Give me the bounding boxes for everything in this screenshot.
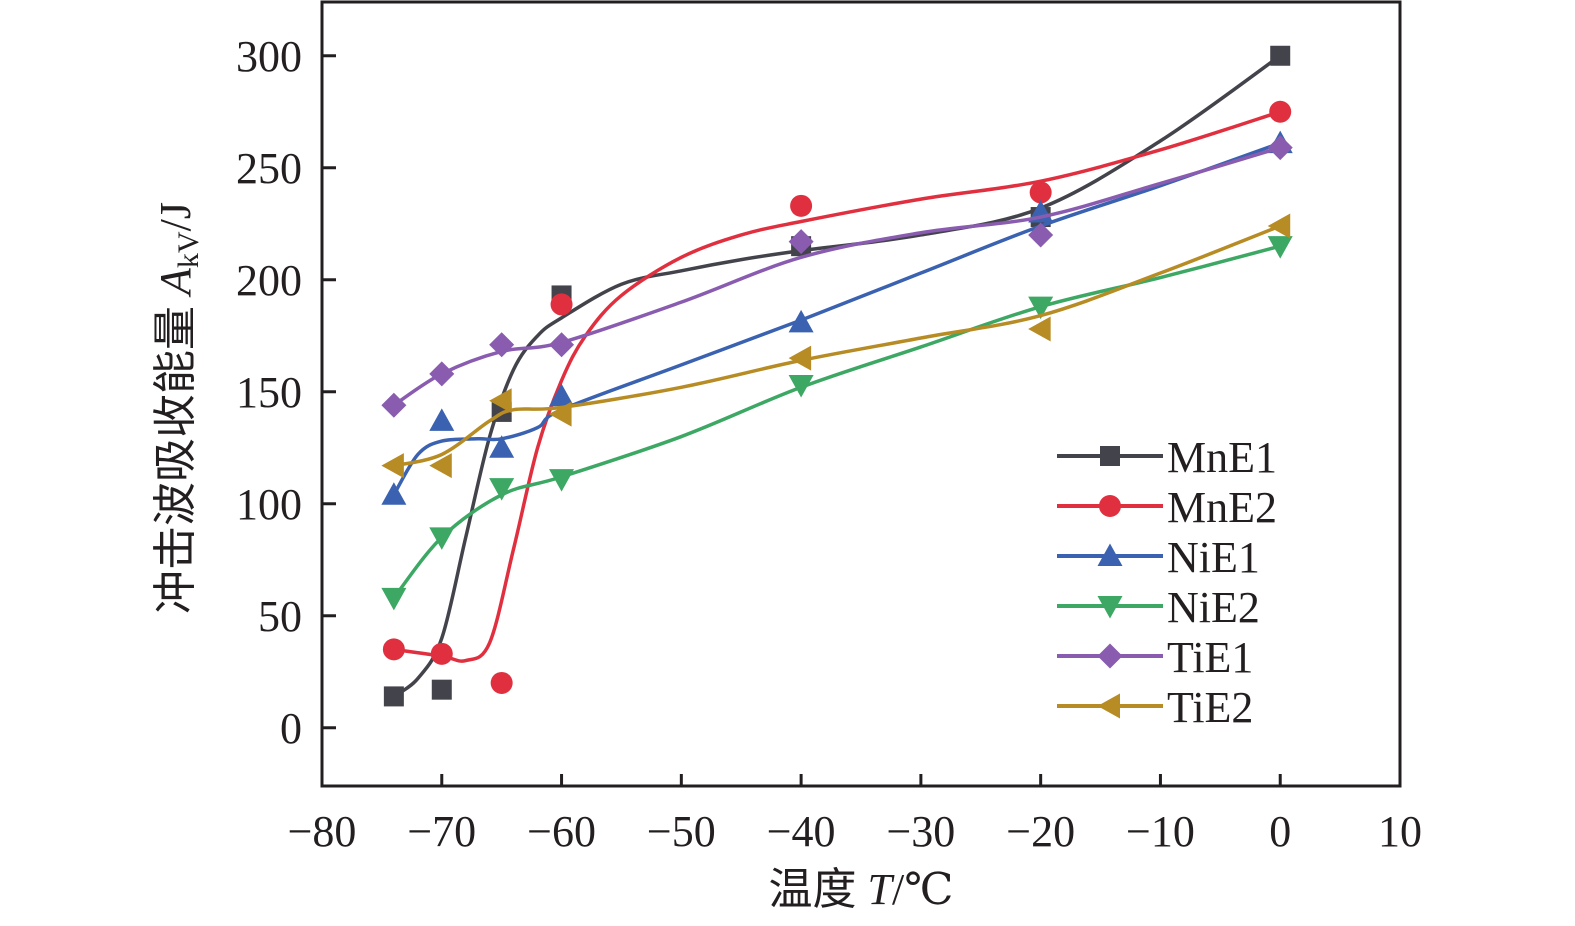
data-point-tie2 bbox=[1028, 316, 1051, 342]
data-point-tie2 bbox=[788, 345, 812, 371]
data-point-mne2 bbox=[490, 671, 513, 694]
legend-label: MnE2 bbox=[1167, 483, 1277, 532]
data-point-tie2 bbox=[381, 453, 404, 479]
data-point-tie1 bbox=[489, 332, 515, 358]
x-tick-label: −70 bbox=[407, 807, 476, 856]
legend-item-nie1: NiE1 bbox=[1057, 533, 1260, 582]
data-point-mne1 bbox=[431, 679, 452, 700]
legend-label: TiE2 bbox=[1167, 683, 1253, 732]
series-line-nie1 bbox=[392, 141, 1281, 496]
data-point-nie1 bbox=[549, 383, 575, 407]
x-tick-label: −40 bbox=[767, 807, 836, 856]
data-point-tie1 bbox=[1028, 222, 1054, 248]
data-point-nie2 bbox=[549, 469, 575, 492]
x-tick-label: 10 bbox=[1378, 807, 1422, 856]
ticks-layer: −80 −70 −60 −50 −40 −30 −20 −10 0 100501001502002… bbox=[236, 32, 1422, 856]
legend-item-tie2: TiE2 bbox=[1057, 683, 1253, 732]
series-line-mne2 bbox=[393, 110, 1281, 663]
x-tick-label: −50 bbox=[647, 807, 716, 856]
plot-frame bbox=[320, 0, 1402, 788]
data-point-nie2 bbox=[489, 478, 515, 501]
series-nie2 bbox=[381, 236, 1293, 611]
data-point-nie2 bbox=[788, 375, 814, 398]
y-tick-label: 200 bbox=[236, 256, 302, 305]
y-axis-title-variable: A bbox=[151, 267, 200, 298]
x-tick-label: −30 bbox=[886, 807, 955, 856]
data-point-tie2 bbox=[489, 388, 512, 414]
y-tick-label: 250 bbox=[236, 144, 302, 193]
y-tick-label: 100 bbox=[236, 480, 302, 529]
legend-marker bbox=[1097, 543, 1123, 566]
series-line-nie2 bbox=[392, 244, 1281, 599]
data-point-mne2 bbox=[550, 293, 573, 316]
legend-item-nie2: NiE2 bbox=[1057, 583, 1260, 632]
data-point-tie1 bbox=[788, 229, 814, 255]
data-point-tie1 bbox=[1267, 135, 1293, 161]
x-tick-label: −60 bbox=[527, 807, 596, 856]
data-point-tie1 bbox=[549, 332, 575, 358]
data-point-mne2 bbox=[430, 642, 453, 665]
data-point-tie1 bbox=[381, 392, 407, 418]
legend-item-mne1: MnE1 bbox=[1057, 433, 1277, 482]
y-tick-label: 0 bbox=[280, 704, 302, 753]
series-line-tie2 bbox=[393, 224, 1281, 468]
x-tick-label: 0 bbox=[1269, 807, 1291, 856]
x-axis-title-unit: /℃ bbox=[892, 865, 953, 914]
x-tick-label: −80 bbox=[288, 807, 357, 856]
x-tick-label: −10 bbox=[1126, 807, 1195, 856]
data-point-mne2 bbox=[1029, 181, 1052, 204]
data-point-tie1 bbox=[429, 361, 455, 387]
data-point-mne2 bbox=[790, 194, 813, 217]
y-tick-label: 50 bbox=[258, 592, 302, 641]
legend-item-tie1: TiE1 bbox=[1057, 633, 1253, 682]
y-axis-title-unit: /J bbox=[151, 202, 200, 231]
legend-label: MnE1 bbox=[1167, 433, 1277, 482]
series-nie1 bbox=[381, 130, 1293, 505]
series-layer bbox=[381, 45, 1293, 707]
data-point-tie2 bbox=[429, 453, 452, 479]
data-point-tie2 bbox=[1267, 213, 1291, 239]
y-axis-title-subscript: kV bbox=[172, 231, 205, 268]
x-axis-title-variable: T bbox=[868, 865, 896, 914]
data-point-mne2 bbox=[1269, 100, 1292, 123]
x-axis-title-prefix: 温度 bbox=[769, 865, 868, 914]
data-point-nie1 bbox=[381, 482, 407, 505]
series-tie2 bbox=[381, 213, 1291, 479]
y-axis-title: 冲击波吸收能量 AkV/J bbox=[151, 202, 205, 614]
legend-marker bbox=[1099, 495, 1121, 517]
legend-marker bbox=[1097, 693, 1120, 719]
legend-marker bbox=[1097, 643, 1123, 669]
x-tick-label: −20 bbox=[1006, 807, 1075, 856]
series-line-tie1 bbox=[392, 145, 1281, 407]
x-axis-title: 温度 T/℃ bbox=[769, 865, 954, 914]
y-tick-label: 150 bbox=[236, 368, 302, 417]
data-point-nie2 bbox=[1267, 236, 1293, 259]
y-axis-title-prefix: 冲击波吸收能量 bbox=[151, 295, 200, 614]
axes-layer bbox=[320, 0, 1402, 788]
data-point-mne1 bbox=[383, 686, 404, 707]
data-point-nie1 bbox=[788, 309, 814, 333]
data-point-nie2 bbox=[381, 587, 407, 611]
legend-item-mne2: MnE2 bbox=[1057, 483, 1277, 532]
data-point-tie2 bbox=[549, 401, 572, 427]
series-tie1 bbox=[381, 135, 1293, 418]
legend-label: NiE2 bbox=[1167, 583, 1260, 632]
data-point-nie2 bbox=[429, 527, 455, 550]
data-point-nie2 bbox=[1028, 296, 1054, 320]
legend-label: NiE1 bbox=[1167, 533, 1260, 582]
legend-label: TiE1 bbox=[1167, 633, 1253, 682]
data-point-nie1 bbox=[489, 435, 515, 458]
data-point-mne2 bbox=[382, 638, 405, 661]
data-point-nie1 bbox=[429, 408, 455, 431]
legend-marker bbox=[1100, 446, 1120, 466]
y-tick-label: 300 bbox=[236, 32, 302, 81]
data-point-mne1 bbox=[1270, 45, 1291, 66]
series-mne2 bbox=[382, 100, 1292, 694]
legend-marker bbox=[1097, 596, 1123, 619]
